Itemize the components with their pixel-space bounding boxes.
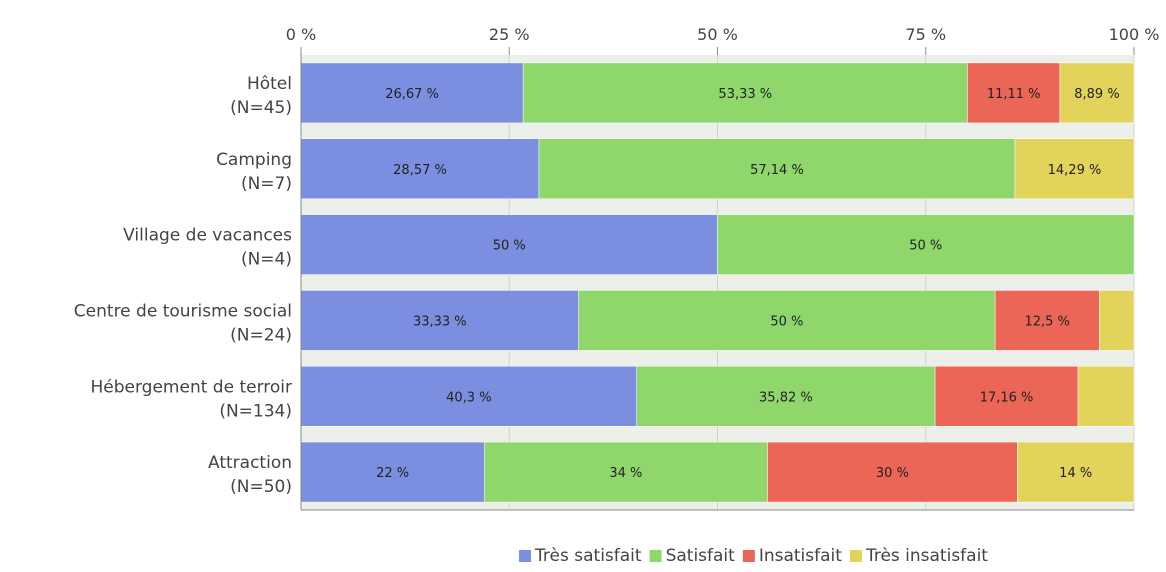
data-label: 14,29 % [1048,163,1102,178]
bar-segment [636,366,936,427]
data-label: 53,33 % [718,87,772,102]
data-label: 28,57 % [393,163,447,178]
data-label: 12,5 % [1024,314,1069,329]
bar-segment [1059,62,1135,124]
bar-segment [300,441,485,503]
bar-segment [934,366,1079,427]
category-count-label: (N=24) [230,325,292,345]
legend-swatch [742,550,755,562]
legend-swatch [649,550,662,562]
bar-segment [522,62,968,124]
bar-segment [578,290,996,351]
category-count-label: (N=4) [241,250,292,270]
bar-segment [1017,441,1135,503]
data-label: 57,14 % [750,163,804,178]
legend-label: Insatisfait [759,546,842,566]
x-tick-label: 100 % [1109,25,1160,44]
category-label: Village de vacances [123,226,292,246]
data-label: 40,3 % [446,390,491,405]
data-label: 11,11 % [987,87,1041,102]
legend-label: Très insatisfait [865,546,988,566]
legend-label: Satisfait [666,546,736,566]
data-label: 50 % [770,314,803,329]
bar-segment [300,366,637,427]
data-label: 34 % [609,466,642,481]
category-count-label: (N=45) [230,98,292,118]
bar-segment [484,441,768,503]
bar-segment [967,62,1061,124]
x-axis-ticks: 0 % 25 % 50 % 75 % 100 % [286,25,1160,55]
data-label: 35,82 % [759,390,813,405]
data-label: 22 % [376,466,409,481]
bar-segment [994,290,1100,351]
category-labels: Hôtel (N=45) Camping (N=7) Village de vacanc… [74,74,292,497]
data-label: 30 % [876,466,909,481]
bars [300,62,1135,503]
data-label: 50 % [493,239,526,254]
category-count-label: (N=134) [219,401,292,421]
bar-segment [538,138,1016,199]
legend-label: Très satisfait [534,546,642,566]
bar-segment [1014,138,1135,199]
x-tick-label: 50 % [697,25,738,44]
bar-segment [1077,366,1135,427]
data-label: 50 % [909,239,942,254]
category-label: Camping [216,150,292,170]
data-labels: 26,67 % 53,33 % 11,11 % 8,89 % 28,57 % 57,14 … [376,87,1120,481]
data-label: 8,89 % [1074,87,1119,102]
data-label: 14 % [1059,466,1092,481]
x-tick-label: 75 % [905,25,946,44]
legend: Très satisfait Satisfait Insatisfait Très i… [519,546,988,566]
data-label: 33,33 % [413,314,467,329]
x-tick-label: 0 % [286,25,316,44]
legend-swatch [519,550,532,562]
category-label: Attraction [208,453,292,473]
category-label: Hôtel [247,74,292,94]
category-count-label: (N=50) [230,477,292,497]
bar-segment [717,214,1135,275]
data-label: 26,67 % [385,87,439,102]
bar-segment [1099,290,1135,351]
bar-segment [300,214,718,275]
data-label: 17,16 % [980,390,1034,405]
legend-swatch [849,550,862,562]
category-label: Centre de tourisme social [74,301,292,321]
category-label: Hébergement de terroir [91,377,293,397]
x-tick-label: 25 % [489,25,530,44]
bar-segment [767,441,1018,503]
category-count-label: (N=7) [241,174,292,194]
